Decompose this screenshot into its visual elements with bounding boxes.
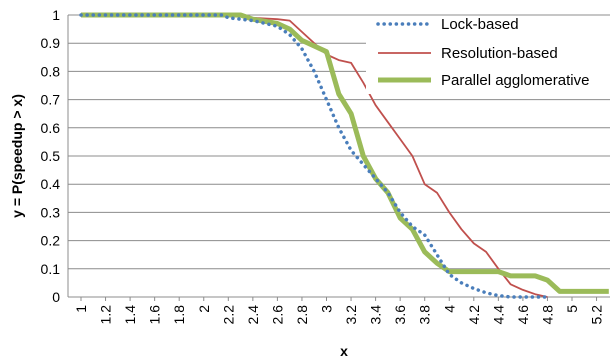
y-tick-label: 0.3 xyxy=(41,204,61,220)
y-tick-label: 1 xyxy=(52,7,60,23)
x-tick-label: 4.6 xyxy=(515,305,531,325)
x-axis-title: x xyxy=(340,343,348,359)
legend-label: Resolution-based xyxy=(441,45,558,62)
y-tick-labels: 0 0.1 0.2 0.3 0.4 0.5 0.6 0.7 0.8 0.9 1 xyxy=(41,7,61,305)
legend-label: Lock-based xyxy=(441,16,519,33)
x-tick-label: 1.4 xyxy=(122,305,138,325)
y-tick-label: 0.4 xyxy=(41,176,61,192)
x-tick-label: 1.8 xyxy=(171,305,187,325)
y-tick-label: 0.7 xyxy=(41,92,61,108)
x-tick-label: 3.4 xyxy=(368,305,384,325)
x-tick-label: 2.8 xyxy=(294,305,310,325)
x-tick-label: 3.8 xyxy=(417,305,433,325)
x-tick-label: 4.2 xyxy=(466,305,482,325)
x-tick-label: 1.6 xyxy=(147,305,163,325)
x-tick-label: 5.2 xyxy=(589,305,605,325)
y-tick-label: 0.5 xyxy=(41,148,61,164)
x-tick-label: 1 xyxy=(73,305,89,313)
x-tick-label: 4.8 xyxy=(539,305,555,325)
series-line-resolution-based xyxy=(81,14,548,298)
y-tick-label: 0.1 xyxy=(41,261,61,277)
x-tick-label: 3.2 xyxy=(343,305,359,325)
y-tick-label: 0.9 xyxy=(41,35,61,51)
legend: Lock-based Resolution-based Parallel agglo… xyxy=(366,16,610,94)
x-tick-label: 2.2 xyxy=(220,305,236,325)
y-axis-title: y = P(speedup > x) xyxy=(9,94,25,218)
y-tick-label: 0.8 xyxy=(41,63,61,79)
x-tick-label: 2.6 xyxy=(269,305,285,325)
legend-label: Parallel agglomerative xyxy=(441,72,589,89)
x-tick-label: 2.4 xyxy=(245,305,261,325)
x-tick-label: 2 xyxy=(196,305,212,313)
x-tick-label: 5 xyxy=(564,305,580,313)
x-tick-label: 3.6 xyxy=(392,305,408,325)
y-tick-label: 0 xyxy=(52,289,60,305)
x-tick-labels: 1 1.2 1.4 1.6 1.8 2 2.2 2.4 2.6 2.8 3 3.2 3.4 3.6 3.8 4… xyxy=(73,305,605,325)
series-line-lock-based xyxy=(79,13,550,299)
y-tick-label: 0.2 xyxy=(41,233,61,249)
x-tick-label: 3 xyxy=(319,305,335,313)
x-tick-label: 4 xyxy=(441,305,457,313)
x-tick-label: 4.4 xyxy=(490,305,506,325)
y-tick-label: 0.6 xyxy=(41,120,61,136)
x-tick-label: 1.2 xyxy=(98,305,114,325)
series-line-parallel-agglomerative xyxy=(81,12,609,294)
series-lines xyxy=(79,12,609,299)
